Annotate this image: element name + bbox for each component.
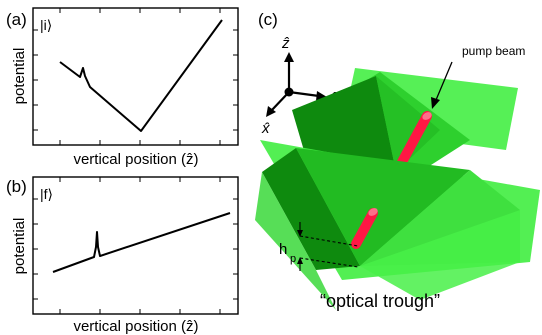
panel-b-ticks bbox=[33, 177, 238, 314]
panel-b-xlabel: vertical position (ẑ) bbox=[73, 318, 198, 335]
optical-trough-caption: “optical trough” bbox=[320, 291, 440, 311]
axis-z-label: ẑ bbox=[281, 35, 290, 52]
pump-beam-arrowhead bbox=[431, 97, 440, 109]
panel-c: (c) ẑ ŷ x̂ bbox=[255, 10, 540, 311]
hp-subscript: p bbox=[290, 253, 296, 265]
panel-a-label: (a) bbox=[6, 10, 27, 29]
panel-a-frame bbox=[32, 7, 239, 146]
panel-b: (b) |f⟩ potential vertical position (ẑ) bbox=[6, 176, 239, 335]
panel-a-ticks bbox=[33, 8, 238, 145]
panel-a-ylabel: potential bbox=[11, 48, 28, 105]
panel-b-state: |f⟩ bbox=[40, 186, 53, 202]
panel-c-label: (c) bbox=[258, 10, 278, 29]
front-trough-right-sheet bbox=[360, 210, 520, 300]
pump-beam-label: pump beam bbox=[462, 44, 525, 58]
axis-x-label: x̂ bbox=[261, 120, 270, 137]
panel-b-ylabel: potential bbox=[11, 218, 28, 275]
hp-marker bbox=[297, 222, 359, 271]
rear-pump-beam bbox=[397, 111, 432, 167]
front-trough-left-sheet bbox=[255, 172, 336, 310]
front-pump-beam bbox=[351, 208, 378, 249]
z-arrowhead bbox=[284, 52, 294, 62]
panel-a-state: |i⟩ bbox=[40, 17, 52, 33]
y-arrowhead bbox=[316, 91, 327, 101]
rear-trough-mid-face bbox=[376, 76, 440, 172]
front-trough-mid-face bbox=[296, 148, 470, 266]
panel-a: (a) |i⟩ potential vertical position (ẑ) bbox=[6, 7, 239, 168]
panel-a-potential-curve bbox=[59, 19, 223, 132]
panel-b-label: (b) bbox=[6, 177, 27, 196]
panel-a-xlabel: vertical position (ẑ) bbox=[73, 151, 198, 168]
axes-origin bbox=[284, 87, 294, 97]
panel-b-potential-curve bbox=[52, 212, 231, 273]
pump-beam-pointer bbox=[435, 61, 453, 101]
front-trough-dark-face bbox=[262, 148, 360, 270]
x-arrowhead bbox=[266, 106, 276, 117]
panel-b-frame bbox=[32, 176, 239, 315]
hp-label: h bbox=[279, 241, 287, 258]
